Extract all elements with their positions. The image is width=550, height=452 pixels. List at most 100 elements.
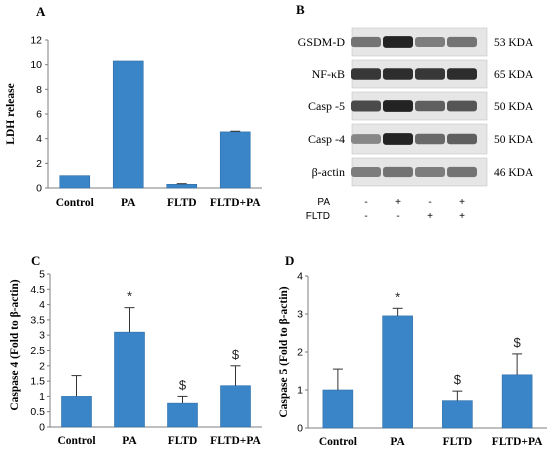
blot-condition-mark: -: [396, 211, 399, 222]
blot-band: [351, 167, 381, 177]
c-bar: [167, 402, 198, 428]
blot-band: [383, 100, 413, 112]
a-y-tick-label: 8: [36, 84, 42, 96]
c-significance-mark: *: [127, 289, 132, 304]
blot-band: [447, 133, 477, 145]
c-y-tick-label: 4: [39, 299, 45, 311]
blot-band: [447, 100, 477, 112]
d-bar: [501, 374, 533, 429]
panel-letter-b: B: [296, 2, 305, 17]
c-y-tick-label: 5: [39, 269, 45, 281]
a-category-label: Control: [56, 197, 94, 209]
chart-a: 0 2 4 6 8 10 12 LDH release Control PA FLTD FLTD+PA: [5, 35, 262, 209]
blot-band: [351, 134, 381, 144]
blot-band: [447, 166, 477, 178]
blot-condition-mark: +: [395, 197, 401, 208]
blot-band: [383, 166, 413, 178]
d-category-label: PA: [390, 436, 405, 448]
blot-band: [351, 68, 381, 80]
blot-band: [415, 167, 445, 177]
blot-kda-label: 53 KDA: [494, 37, 534, 49]
blot-condition-label: PA: [317, 197, 330, 208]
d-bar: [442, 400, 473, 429]
d-category-label: FLTD: [443, 436, 473, 448]
blot-row-label: β-actin: [312, 165, 345, 179]
chart-c: 0 0.5 1 1.5 2 2.5 3 3.5 4 4.5 5 Caspase 4 (Fold to …: [9, 269, 262, 447]
d-y-tick-label: 1: [297, 385, 303, 397]
d-significance-mark: *: [395, 289, 400, 304]
d-category-label: FLTD+PA: [492, 436, 543, 448]
c-bar: [220, 385, 251, 428]
chart-d: 0 1 2 3 4 Caspase 5 (Fold to β-actin) Control *…: [278, 271, 547, 448]
blot-row-label: GSDM-D: [298, 35, 346, 49]
blot-band: [415, 100, 445, 112]
blot-band: [383, 133, 413, 145]
blot-kda-label: 65 KDA: [494, 69, 534, 81]
a-bar: [166, 184, 198, 189]
d-y-tick-label: 4: [297, 271, 303, 283]
blot-band: [383, 36, 413, 48]
c-significance-mark: $: [179, 377, 187, 392]
blot-band: [415, 37, 445, 47]
a-y-tick-label: 12: [30, 35, 42, 47]
western-blot: GSDM-D 53 KDA NF-κB 65 KDA Casp -5 50 KDA Casp…: [298, 27, 534, 222]
c-bar: [114, 331, 145, 428]
d-y-axis-label: Caspase 5 (Fold to β-actin): [278, 286, 290, 417]
blot-condition-mark: -: [364, 211, 367, 222]
d-y-tick-label: 3: [297, 309, 303, 321]
c-y-tick-label: 4.5: [30, 284, 45, 296]
blot-row-label: NF-κB: [312, 67, 345, 81]
a-y-tick-label: 0: [36, 183, 42, 195]
c-y-tick-label: 2.5: [30, 345, 45, 357]
c-y-tick-label: 0: [39, 422, 45, 434]
d-significance-mark: $: [454, 372, 462, 387]
c-y-axis-label: Caspase 4 (Fold to β-actin): [9, 279, 21, 410]
c-bar: [61, 396, 92, 428]
blot-band: [415, 68, 445, 80]
blot-band: [447, 68, 477, 80]
c-y-tick-label: 1: [39, 391, 45, 403]
a-bar: [59, 175, 91, 189]
blot-row-label: Casp -5: [308, 99, 345, 113]
blot-condition-mark: +: [459, 197, 465, 208]
panel-letter-d: D: [285, 253, 294, 268]
blot-band: [351, 36, 381, 48]
a-y-tick-label: 4: [36, 133, 42, 145]
blot-band: [447, 36, 477, 48]
blot-band: [351, 100, 381, 112]
blot-condition-label: FLTD: [306, 211, 330, 222]
blot-band: [415, 133, 445, 145]
c-category-label: FLTD: [168, 435, 198, 447]
panel-letter-c: C: [31, 253, 40, 268]
panel-letter-a: A: [36, 4, 46, 19]
blot-condition-mark: -: [428, 197, 431, 208]
c-y-tick-label: 3: [39, 330, 45, 342]
blot-row-label: Casp -4: [308, 132, 345, 146]
c-category-label: FLTD+PA: [210, 435, 261, 447]
a-y-tick-label: 10: [30, 59, 42, 71]
d-y-tick-label: 2: [297, 347, 303, 359]
a-y-axis-label: LDH release: [5, 83, 17, 144]
a-category-label: FLTD: [167, 197, 197, 209]
a-category-label: PA: [121, 197, 136, 209]
a-bar: [219, 131, 251, 189]
c-y-tick-label: 3.5: [30, 314, 45, 326]
a-category-label: FLTD+PA: [210, 197, 261, 209]
c-y-tick-label: 0.5: [30, 406, 45, 418]
c-significance-mark: $: [232, 347, 240, 362]
blot-band: [383, 68, 413, 80]
d-y-tick-label: 0: [297, 423, 303, 435]
c-category-label: Control: [57, 435, 95, 447]
c-y-tick-label: 2: [39, 360, 45, 372]
blot-kda-label: 46 KDA: [494, 167, 534, 179]
a-y-tick-label: 6: [36, 109, 42, 121]
blot-kda-label: 50 KDA: [494, 101, 534, 113]
a-bar: [112, 60, 144, 189]
c-category-label: PA: [122, 435, 137, 447]
blot-condition-mark: -: [364, 197, 367, 208]
d-bar: [382, 315, 413, 429]
c-y-tick-label: 1.5: [30, 376, 45, 388]
d-category-label: Control: [319, 436, 357, 448]
a-y-tick-label: 2: [36, 158, 42, 170]
